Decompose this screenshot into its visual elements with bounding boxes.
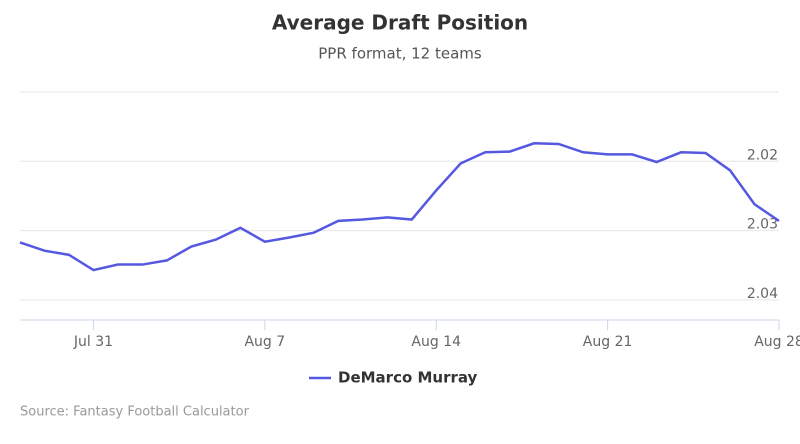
x-tick-label: Aug 21 xyxy=(583,334,633,350)
source: Source: Fantasy Football Calculator xyxy=(20,405,250,420)
line xyxy=(19,142,780,272)
y-tick-label: 2.03 xyxy=(747,217,778,233)
x-tick-label: Aug 14 xyxy=(411,334,461,350)
y-tick-label: 2.04 xyxy=(747,286,778,302)
x-tick-label: Jul 31 xyxy=(73,334,113,350)
x-tick-label: Aug 28 xyxy=(754,334,800,350)
chart-title: Average Draft Position xyxy=(272,11,528,35)
x-tick-label: Aug 7 xyxy=(244,334,285,350)
chart-subtitle: PPR format, 12 teams xyxy=(318,45,482,63)
legend-label: DeMarco Murray xyxy=(338,369,478,387)
y-tick-label: 2.02 xyxy=(747,147,778,163)
